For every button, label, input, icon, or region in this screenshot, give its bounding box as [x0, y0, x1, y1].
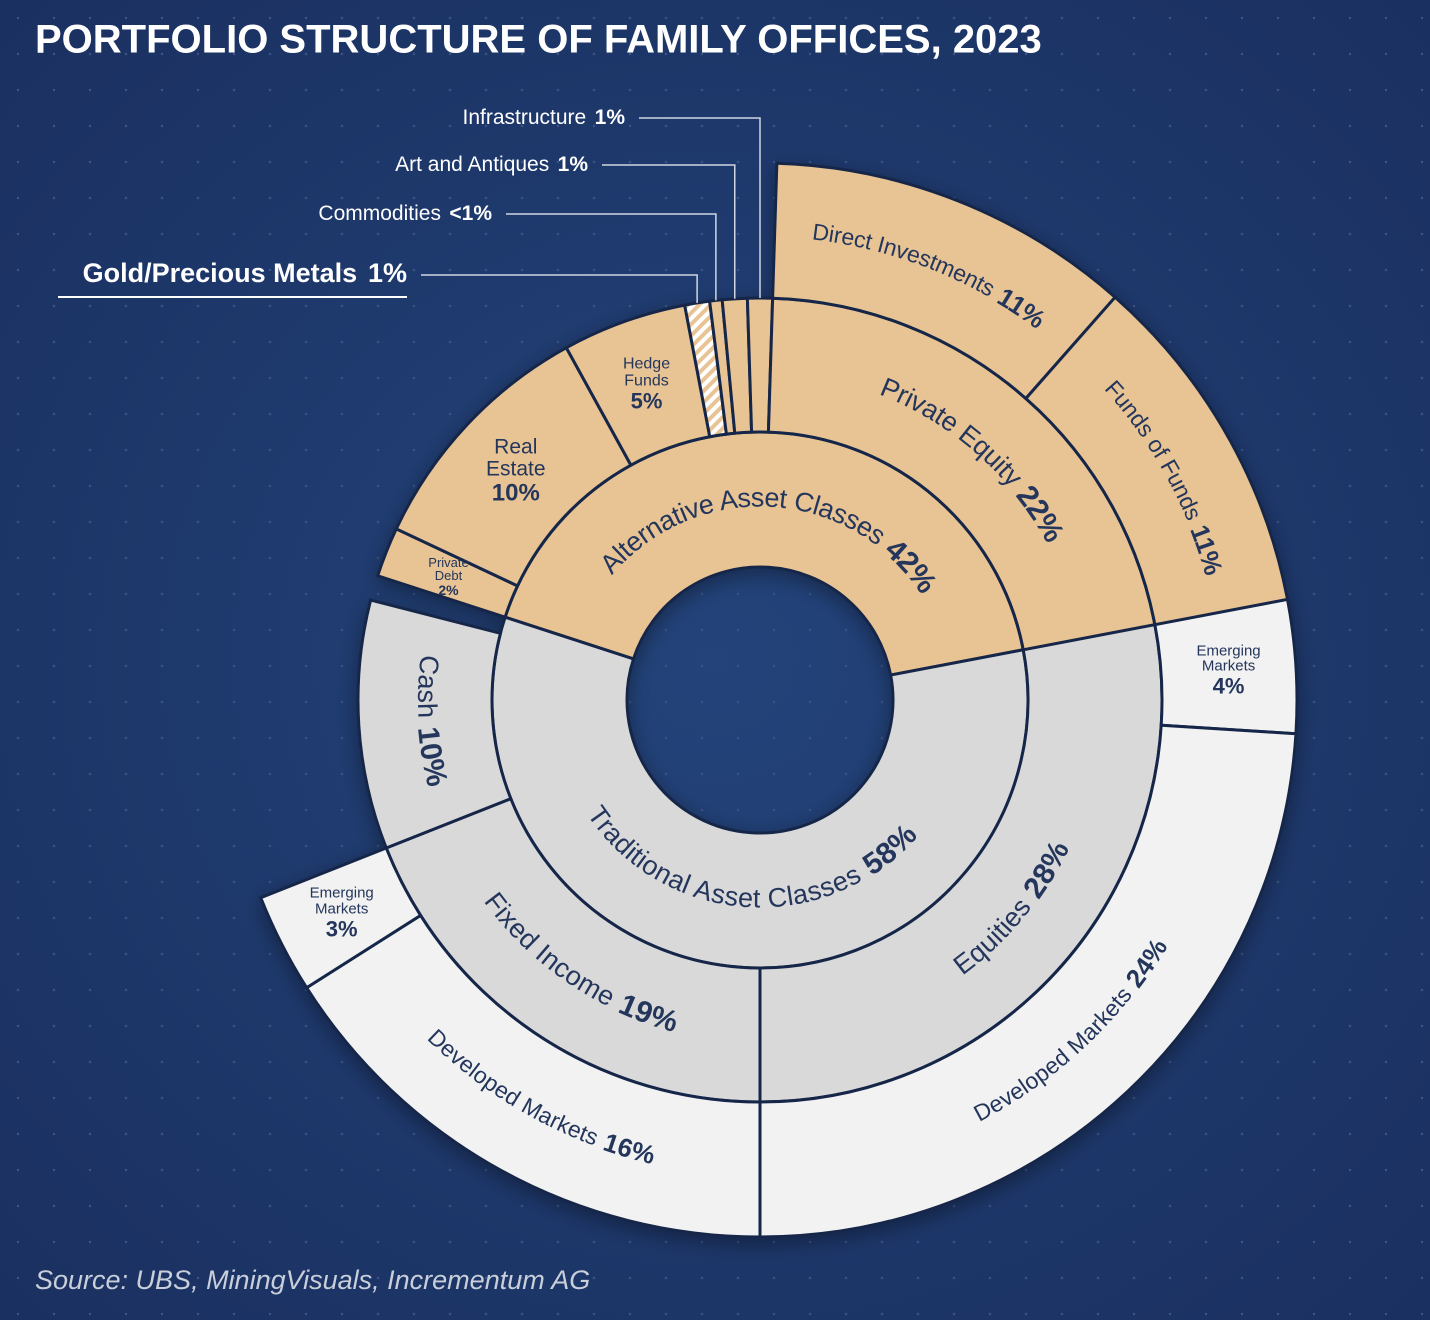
callout-name: Art and Antiques: [395, 153, 549, 176]
source: Source: UBS, MiningVisuals, Incrementum …: [35, 1265, 590, 1295]
callout-value: 1%: [558, 153, 589, 176]
callout-label: Gold/Precious Metals 1%: [83, 258, 407, 288]
segment-label: Emerging Markets 3%: [297, 886, 387, 941]
leader-line: [639, 117, 761, 298]
segment-label: Hedge Funds 5%: [612, 356, 682, 413]
callout-label: Infrastructure 1%: [463, 106, 626, 129]
callout-value: <1%: [449, 202, 492, 225]
leader-line: [421, 274, 698, 303]
sector: [356, 598, 513, 850]
leader-line: [506, 213, 717, 301]
callout-value: 1%: [595, 106, 626, 129]
rings: [258, 161, 1299, 1239]
segment-name: Emerging Markets: [1196, 642, 1261, 675]
segment-label: Emerging Markets 4%: [1184, 643, 1274, 698]
callout-name: Infrastructure: [463, 106, 587, 129]
segment-name: Cash: [412, 654, 445, 719]
leader-line: [602, 164, 736, 299]
segment-name: Emerging Markets: [309, 884, 374, 918]
callout-label: Commodities <1%: [318, 202, 492, 225]
callout-name: Gold/Precious Metals: [83, 258, 358, 288]
segment-label: Private Debt 2%: [418, 554, 480, 598]
segment-value: 2%: [438, 581, 459, 598]
segment-value: 4%: [1212, 673, 1245, 699]
sector: [258, 846, 423, 990]
callout-value: 1%: [368, 258, 407, 288]
segment-value: 10%: [491, 479, 540, 507]
chart-title: PORTFOLIO STRUCTURE OF FAMILY OFFICES, 2…: [35, 18, 1042, 62]
segment-name: Private Debt: [428, 554, 469, 584]
callout-name: Commodities: [318, 202, 441, 225]
segment-name: Hedge Funds: [622, 355, 671, 390]
segment-value: 5%: [630, 389, 663, 415]
segment-value: 3%: [325, 916, 358, 942]
segment-name: Real Estate: [486, 435, 546, 481]
segment-label: Real Estate 10%: [471, 435, 561, 507]
sector: [758, 723, 1298, 1239]
callout-label: Art and Antiques 1%: [395, 153, 588, 176]
segment-label: Cash 10%: [411, 654, 453, 790]
